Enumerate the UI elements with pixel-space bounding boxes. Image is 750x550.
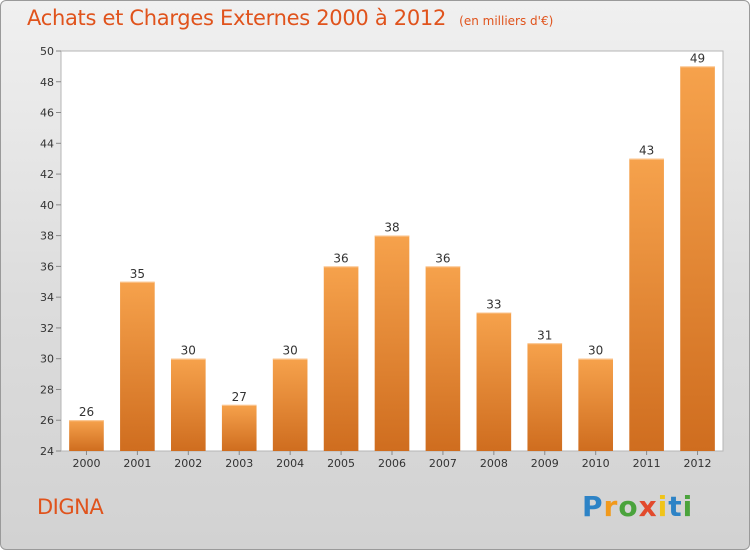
brand-logo-letter: i (682, 490, 694, 523)
y-tick-label: 30 (40, 353, 54, 366)
y-tick-label: 28 (40, 383, 54, 396)
data-label: 43 (639, 144, 654, 158)
brand-logo-letter: t (668, 490, 683, 523)
y-tick-label: 44 (40, 137, 54, 150)
y-tick-label: 34 (40, 291, 54, 304)
x-tick-label: 2008 (480, 457, 508, 470)
data-label: 35 (130, 267, 145, 281)
y-tick-label: 40 (40, 199, 54, 212)
data-label: 30 (283, 344, 298, 358)
y-tick-label: 32 (40, 322, 54, 335)
bar-2004 (272, 358, 308, 451)
bar-2012 (680, 66, 715, 451)
y-tick-label: 36 (40, 260, 54, 273)
bar-2000 (69, 420, 104, 451)
y-tick-label: 26 (40, 414, 54, 427)
data-label: 27 (232, 390, 247, 404)
bar-2007 (425, 266, 461, 451)
bar-2001 (120, 281, 155, 451)
brand-logo-letter: x (638, 490, 658, 523)
y-tick-label: 24 (40, 445, 54, 458)
y-tick-label: 46 (40, 107, 54, 120)
bar-2003 (221, 404, 257, 451)
x-tick-label: 2000 (72, 457, 100, 470)
brand-logo: Proxiti (582, 490, 693, 523)
x-tick-label: 2010 (582, 457, 610, 470)
chart-title: Achats et Charges Externes 2000 à 2012 (27, 6, 447, 30)
data-label: 36 (333, 251, 348, 265)
bar-2006 (374, 235, 410, 451)
bar-2002 (170, 358, 206, 451)
y-tick-label: 50 (40, 45, 54, 58)
bar-2005 (323, 266, 359, 451)
x-tick-label: 2005 (327, 457, 355, 470)
chart-subtitle: (en milliers d'€) (459, 14, 554, 28)
x-tick-label: 2004 (276, 457, 304, 470)
brand-logo-letter: o (618, 490, 639, 523)
brand-logo-letter: P (582, 490, 604, 523)
data-label: 38 (384, 221, 399, 235)
x-tick-label: 2002 (174, 457, 202, 470)
bars-group (69, 66, 715, 451)
data-label: 33 (486, 298, 501, 312)
x-tick-label: 2003 (225, 457, 253, 470)
data-labels-group: 26 35 30 27 30 36 38 36 33 31 30 43 49 (79, 51, 705, 419)
data-label: 26 (79, 405, 94, 419)
data-label: 31 (537, 328, 552, 342)
bar-2008 (476, 312, 512, 451)
brand-logo-letter: i (657, 490, 669, 523)
y-axis: 24 26 28 30 32 34 36 38 40 42 44 46 48 50 (40, 45, 61, 458)
commune-name: DIGNA (37, 495, 104, 519)
title-line: Achats et Charges Externes 2000 à 2012 (… (27, 6, 553, 30)
y-tick-label: 42 (40, 168, 54, 181)
x-axis: 2000 2001 2002 2003 2004 2005 2006 2007 2008 2009… (72, 451, 712, 470)
data-label: 36 (435, 251, 450, 265)
data-label: 30 (181, 344, 196, 358)
data-label: 30 (588, 344, 603, 358)
y-tick-label: 48 (40, 76, 54, 89)
data-label: 49 (690, 51, 705, 65)
x-tick-label: 2009 (531, 457, 559, 470)
x-tick-label: 2006 (378, 457, 406, 470)
x-tick-label: 2011 (633, 457, 661, 470)
bar-2010 (578, 358, 614, 451)
bar-2011 (629, 158, 664, 451)
x-tick-label: 2001 (123, 457, 151, 470)
brand-logo-letter: r (603, 490, 619, 523)
y-tick-label: 38 (40, 230, 54, 243)
x-tick-label: 2012 (684, 457, 712, 470)
x-tick-label: 2007 (429, 457, 457, 470)
bar-2009 (527, 343, 563, 451)
